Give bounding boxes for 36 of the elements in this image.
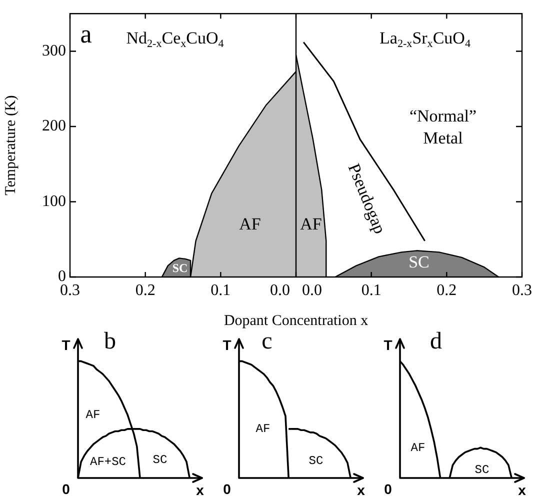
- chart-title: b: [104, 328, 116, 354]
- x-tick-label: 0.1: [361, 282, 382, 299]
- x-tick-label: 0.3: [512, 282, 532, 299]
- x-axis-title: Dopant Concentration x: [224, 312, 369, 329]
- annotation: Metal: [423, 128, 464, 148]
- x-tick-label: 0.0 0.0: [270, 282, 322, 299]
- x-axis-title: x: [518, 482, 526, 498]
- chart-title: d: [430, 328, 442, 354]
- annotation: SC: [408, 252, 430, 272]
- y-axis-title: T: [222, 336, 232, 353]
- y-tick-label: 100: [42, 192, 66, 210]
- annotation: AF: [86, 408, 100, 422]
- annotation: SC: [308, 454, 324, 468]
- y-axis-title: T: [384, 336, 393, 353]
- annotation: AF: [410, 441, 426, 456]
- annotation: SC: [474, 463, 490, 478]
- y-axis-title: Temperature (K): [2, 95, 19, 196]
- annotation: AF+SC: [90, 455, 126, 470]
- x-axis-title: x: [196, 482, 204, 498]
- chart-title: c: [262, 328, 272, 354]
- x-axis-title: x: [357, 482, 366, 498]
- annotation: “Normal”: [409, 106, 477, 126]
- annotation: SC: [172, 261, 188, 276]
- annotation: AF: [256, 422, 270, 436]
- text: 0: [223, 480, 232, 497]
- annotation: AF: [239, 214, 261, 234]
- x-tick-label: 0.1: [210, 282, 231, 299]
- y-tick-label: 200: [42, 118, 66, 135]
- annotation: AF: [300, 214, 322, 234]
- annotation: SC: [152, 453, 168, 468]
- y-axis-title: T: [62, 336, 71, 353]
- x-tick-label: 0.2: [436, 282, 457, 299]
- text: 0: [384, 480, 392, 497]
- x-tick-label: 0.2: [135, 282, 156, 299]
- chart-title: a: [80, 19, 92, 48]
- y-tick-label: 300: [42, 42, 66, 60]
